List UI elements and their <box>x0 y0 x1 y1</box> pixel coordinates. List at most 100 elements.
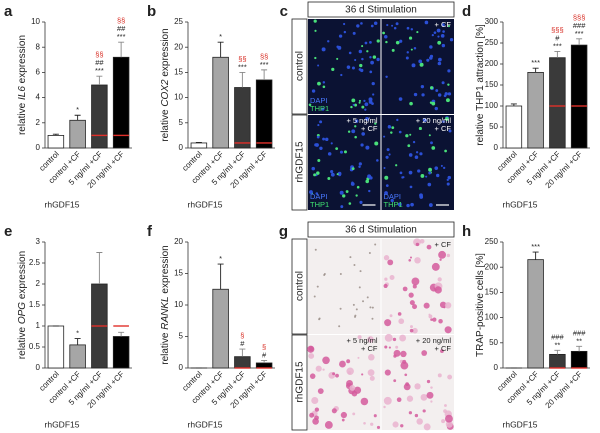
cell-dot <box>370 60 374 65</box>
cell-dot <box>330 142 333 145</box>
cell-dot <box>409 300 415 306</box>
cell-dot <box>315 192 319 195</box>
cell-dot <box>369 176 373 180</box>
panel-letter: a <box>4 3 13 20</box>
y-tick-label: 50 <box>489 338 498 347</box>
cell-dot <box>382 31 385 35</box>
cell-dot <box>371 306 374 309</box>
cell-dot <box>316 285 319 288</box>
bar <box>527 259 544 369</box>
cell-dot <box>330 170 334 174</box>
group-label: rhGDF15 <box>188 199 223 209</box>
cell-dot <box>319 120 323 124</box>
significance: *** <box>575 29 584 38</box>
cell-dot <box>409 101 413 106</box>
cell-dot <box>351 129 356 134</box>
cell-dot <box>408 411 413 415</box>
cell-dot <box>406 395 414 402</box>
cell-dot <box>434 106 438 111</box>
cell-dot <box>414 413 419 418</box>
cell-dot <box>345 190 349 193</box>
y-tick-label: 10 <box>174 93 183 102</box>
cell-dot <box>402 176 405 179</box>
cell-dot <box>369 56 372 59</box>
cell-dot <box>370 422 374 426</box>
cell-label: + CF <box>361 344 378 353</box>
cell-dot <box>325 137 329 142</box>
cell-dot <box>383 255 390 261</box>
cell-dot <box>408 292 414 298</box>
cell-dot <box>434 166 439 170</box>
cell-dot <box>441 81 445 85</box>
significance: *** <box>553 41 562 50</box>
significance: *** <box>95 66 104 75</box>
cell-dot <box>317 64 320 67</box>
cell-dot <box>383 396 392 405</box>
error-bar <box>554 50 561 58</box>
cell-dot <box>341 418 345 422</box>
cell-dot <box>376 159 379 162</box>
bar <box>69 344 86 369</box>
y-tick-label: 0 <box>36 143 41 152</box>
cell-dot <box>327 40 330 43</box>
cell-dot <box>426 391 434 399</box>
significance: §§§ <box>551 25 564 34</box>
cell-dot <box>386 148 390 152</box>
cell-dot <box>361 132 366 136</box>
cell-dot <box>348 51 352 55</box>
cell-dot <box>447 374 453 380</box>
cell-dot <box>396 397 402 402</box>
cell-dot <box>339 307 342 310</box>
cell-dot <box>322 356 330 365</box>
cell-dot <box>410 325 413 329</box>
cell-dot <box>314 56 317 60</box>
cell-dot <box>428 314 433 319</box>
micrograph <box>381 19 454 114</box>
cell-dot <box>309 412 315 418</box>
cell-dot <box>352 31 356 35</box>
y-tick-label: 3 <box>36 237 41 246</box>
significance: *** <box>531 58 540 67</box>
y-tick-label: 10 <box>31 17 40 26</box>
significance: § <box>240 331 244 340</box>
cell-dot <box>343 30 347 34</box>
row-label-box <box>291 18 308 115</box>
cell-dot <box>400 350 407 358</box>
cell-dot <box>317 124 320 127</box>
cell-label: + 5 ng/ml <box>346 116 377 125</box>
cell-dot <box>414 155 419 159</box>
cell-dot <box>363 421 366 425</box>
micrograph <box>308 115 381 210</box>
cell-label: + CF <box>435 344 452 353</box>
cell-dot <box>420 85 425 89</box>
cell-dot <box>316 135 320 139</box>
cell-dot <box>370 24 374 28</box>
group-label: rhGDF15 <box>45 419 80 429</box>
error-bar <box>261 69 268 80</box>
cell-label: + 5 ng/ml <box>346 336 377 345</box>
y-axis-label-part: IL6 <box>17 86 28 100</box>
row-label: rhGDF15 <box>295 141 306 183</box>
cell-dot <box>415 151 419 154</box>
cell-dot <box>389 274 395 280</box>
cell-dot <box>369 70 373 74</box>
significance: * <box>219 254 222 263</box>
cell-dot <box>426 244 432 250</box>
significance: ### <box>551 332 564 341</box>
row-label: control <box>295 271 306 301</box>
cell-dot <box>350 105 353 109</box>
cell-dot <box>400 424 404 428</box>
cell-dot <box>411 277 420 286</box>
cell-label: DAPI <box>310 96 328 105</box>
y-tick-label: 0 <box>179 363 184 372</box>
cell-dot <box>444 149 447 153</box>
cell-dot <box>335 147 339 151</box>
cell-dot <box>358 49 363 54</box>
y-tick-label: 200 <box>485 262 499 271</box>
cell-dot <box>399 171 403 175</box>
y-tick-label: 10 <box>174 300 183 309</box>
cell-dot <box>314 29 317 32</box>
bar <box>112 56 130 149</box>
cell-dot <box>383 135 386 138</box>
